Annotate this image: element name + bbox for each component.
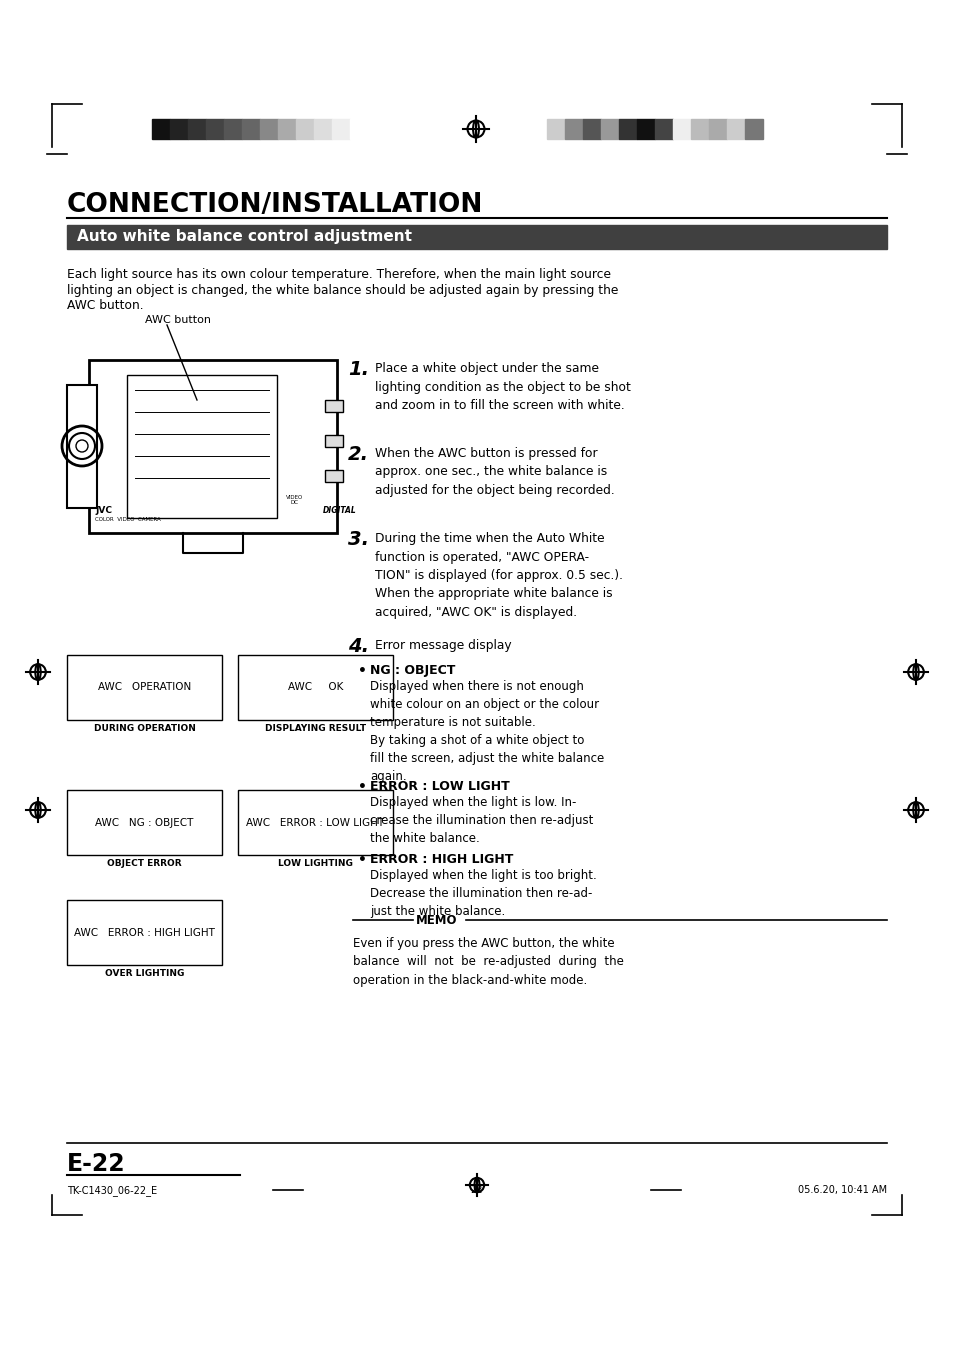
Text: MEMO: MEMO xyxy=(416,913,457,927)
Text: ERROR : HIGH LIGHT: ERROR : HIGH LIGHT xyxy=(370,852,513,866)
Bar xyxy=(672,119,690,139)
Text: OVER LIGHTING: OVER LIGHTING xyxy=(105,969,184,978)
Text: 3.: 3. xyxy=(348,530,369,549)
Bar xyxy=(546,119,564,139)
Bar xyxy=(188,119,206,139)
Text: Displayed when there is not enough
white colour on an object or the colour
tempe: Displayed when there is not enough white… xyxy=(370,680,603,784)
Bar xyxy=(67,226,886,249)
Text: AWC     OK: AWC OK xyxy=(288,682,343,693)
Bar xyxy=(89,359,336,534)
Text: Even if you press the AWC button, the white
balance  will  not  be  re-adjusted : Even if you press the AWC button, the wh… xyxy=(353,938,623,988)
Text: Auto white balance control adjustment: Auto white balance control adjustment xyxy=(77,230,412,245)
Bar xyxy=(237,655,393,720)
Bar xyxy=(67,900,222,965)
Bar xyxy=(206,119,224,139)
Bar xyxy=(67,655,222,720)
Text: DISPLAYING RESULT: DISPLAYING RESULT xyxy=(265,724,366,734)
Bar xyxy=(600,119,618,139)
Bar xyxy=(295,119,314,139)
Bar xyxy=(260,119,277,139)
Text: lighting an object is changed, the white balance should be adjusted again by pre: lighting an object is changed, the white… xyxy=(67,284,618,297)
Text: TK-C1430_06-22_E: TK-C1430_06-22_E xyxy=(67,1185,157,1196)
Bar xyxy=(708,119,726,139)
Text: E-22: E-22 xyxy=(67,1152,126,1175)
Text: ERROR : LOW LIGHT: ERROR : LOW LIGHT xyxy=(370,780,509,793)
Text: DIGITAL: DIGITAL xyxy=(323,507,356,515)
Text: 4.: 4. xyxy=(348,638,369,657)
Bar xyxy=(350,119,368,139)
Bar xyxy=(726,119,744,139)
Bar xyxy=(277,119,295,139)
Bar xyxy=(618,119,637,139)
Text: CONNECTION/INSTALLATION: CONNECTION/INSTALLATION xyxy=(67,192,483,218)
Text: VIDEO
DC: VIDEO DC xyxy=(286,494,303,505)
Text: Displayed when the light is low. In-
crease the illumination then re-adjust
the : Displayed when the light is low. In- cre… xyxy=(370,796,593,844)
Text: AWC   OPERATION: AWC OPERATION xyxy=(98,682,191,693)
Bar xyxy=(152,119,170,139)
Bar xyxy=(314,119,332,139)
Bar xyxy=(744,119,762,139)
Text: AWC   NG : OBJECT: AWC NG : OBJECT xyxy=(95,817,193,828)
Text: AWC button.: AWC button. xyxy=(67,300,144,312)
Text: AWC   ERROR : HIGH LIGHT: AWC ERROR : HIGH LIGHT xyxy=(74,928,214,938)
Text: OBJECT ERROR: OBJECT ERROR xyxy=(107,859,182,867)
Text: AWC button: AWC button xyxy=(145,315,211,326)
Text: During the time when the Auto White
function is operated, "AWC OPERA-
TION" is d: During the time when the Auto White func… xyxy=(375,532,622,619)
Bar xyxy=(564,119,582,139)
Bar xyxy=(325,400,343,412)
Bar xyxy=(224,119,242,139)
Bar xyxy=(237,790,393,855)
Text: 05.6.20, 10:41 AM: 05.6.20, 10:41 AM xyxy=(797,1185,886,1196)
Text: 2.: 2. xyxy=(348,444,369,463)
Text: 22: 22 xyxy=(470,1185,483,1196)
Text: Place a white object under the same
lighting condition as the object to be shot
: Place a white object under the same ligh… xyxy=(375,362,630,412)
Text: •: • xyxy=(357,852,367,867)
Bar xyxy=(170,119,188,139)
Text: Each light source has its own colour temperature. Therefore, when the main light: Each light source has its own colour tem… xyxy=(67,267,610,281)
Bar xyxy=(242,119,260,139)
Bar xyxy=(332,119,350,139)
Bar xyxy=(67,385,97,508)
Text: Error message display: Error message display xyxy=(375,639,511,653)
Text: •: • xyxy=(357,780,367,794)
Text: AWC   ERROR : LOW LIGHT: AWC ERROR : LOW LIGHT xyxy=(246,817,384,828)
Text: Displayed when the light is too bright.
Decrease the illumination then re-ad-
ju: Displayed when the light is too bright. … xyxy=(370,869,597,917)
Bar xyxy=(127,376,276,517)
Bar xyxy=(325,435,343,447)
Bar xyxy=(67,790,222,855)
Text: JVC: JVC xyxy=(95,507,112,515)
Bar xyxy=(655,119,672,139)
Text: •: • xyxy=(357,663,367,678)
Bar xyxy=(637,119,655,139)
Bar xyxy=(582,119,600,139)
Bar xyxy=(690,119,708,139)
Text: LOW LIGHTING: LOW LIGHTING xyxy=(277,859,353,867)
Text: DURING OPERATION: DURING OPERATION xyxy=(93,724,195,734)
Text: When the AWC button is pressed for
approx. one sec., the white balance is
adjust: When the AWC button is pressed for appro… xyxy=(375,447,614,497)
Text: 1.: 1. xyxy=(348,359,369,380)
Text: COLOR  VIDEO  CAMERA: COLOR VIDEO CAMERA xyxy=(95,517,161,521)
Bar xyxy=(325,470,343,482)
Text: NG : OBJECT: NG : OBJECT xyxy=(370,663,455,677)
